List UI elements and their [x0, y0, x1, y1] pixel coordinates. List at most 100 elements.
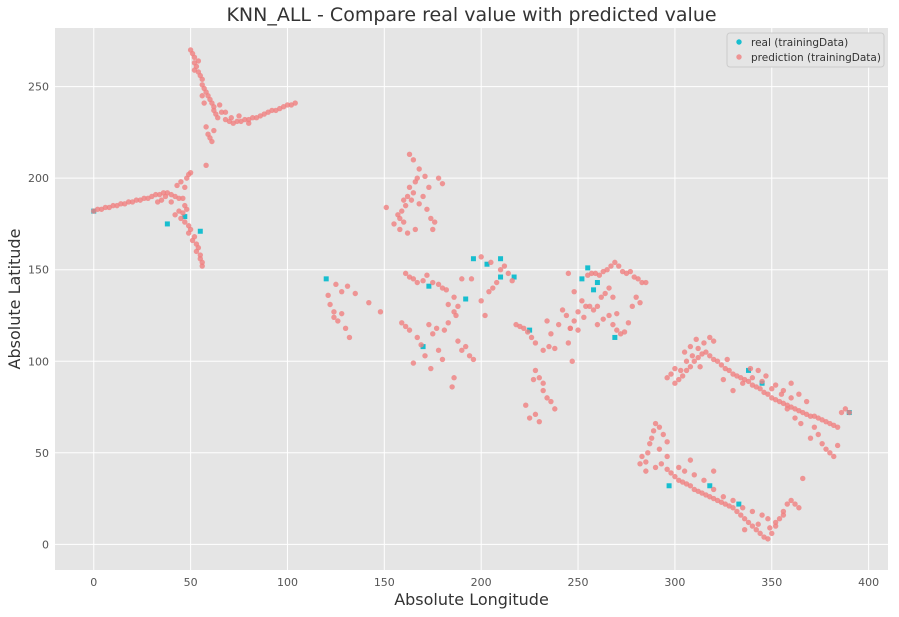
data-point — [679, 373, 686, 379]
data-point — [184, 206, 190, 212]
data-point — [536, 418, 543, 425]
data-point — [730, 387, 736, 394]
data-point — [647, 440, 653, 447]
data-point — [435, 347, 442, 353]
data-point — [697, 364, 703, 370]
data-point — [652, 464, 659, 471]
data-point — [453, 312, 459, 319]
data-point — [815, 431, 821, 438]
data-point — [199, 76, 205, 82]
data-point — [643, 279, 649, 286]
data-point — [497, 267, 504, 273]
data-point — [583, 303, 589, 310]
data-point — [643, 459, 649, 465]
data-point — [559, 307, 566, 313]
data-point — [788, 380, 794, 386]
data-point — [548, 398, 554, 405]
data-point — [199, 263, 205, 269]
data-point — [402, 202, 409, 209]
data-point — [478, 298, 484, 304]
data-point — [218, 109, 225, 115]
series-prediction — [91, 47, 852, 542]
data-point — [331, 309, 337, 315]
x-axis-label: Absolute Longitude — [394, 590, 549, 609]
data-point — [333, 281, 339, 288]
data-point — [683, 358, 690, 364]
data-point — [718, 362, 725, 368]
data-point — [201, 100, 207, 106]
data-point — [691, 472, 697, 478]
data-point — [410, 190, 417, 196]
data-point — [784, 406, 790, 412]
data-point — [668, 470, 674, 476]
data-point — [439, 180, 446, 187]
data-point — [625, 320, 632, 326]
data-point — [575, 327, 581, 333]
data-point — [776, 516, 783, 522]
data-point — [585, 265, 591, 271]
x-tick-label: 350 — [761, 576, 782, 589]
data-point — [819, 440, 825, 447]
data-point — [676, 376, 682, 383]
data-point — [412, 226, 419, 233]
data-point — [185, 223, 192, 229]
data-point — [842, 406, 849, 412]
data-point — [182, 214, 188, 220]
data-point — [400, 219, 407, 225]
legend-box — [726, 32, 885, 68]
data-point — [807, 435, 814, 441]
data-point — [664, 375, 670, 381]
data-point — [414, 334, 420, 341]
x-tick-label: 150 — [374, 576, 395, 589]
data-point — [590, 307, 597, 313]
data-point — [418, 342, 424, 348]
data-point — [133, 197, 140, 203]
data-point — [763, 373, 769, 379]
data-point — [823, 446, 829, 452]
data-point — [720, 376, 727, 383]
data-point — [695, 354, 701, 361]
data-point — [614, 310, 620, 317]
data-point — [193, 248, 200, 255]
data-point — [125, 199, 132, 205]
data-point — [780, 387, 787, 394]
data-point — [757, 386, 763, 392]
data-point — [701, 340, 707, 346]
data-point — [383, 204, 389, 211]
data-point — [726, 367, 732, 374]
data-point — [498, 256, 504, 262]
data-point — [772, 519, 779, 526]
data-point — [720, 494, 727, 500]
data-point — [606, 285, 612, 291]
data-point — [693, 336, 699, 342]
data-point — [532, 367, 539, 374]
data-point — [637, 299, 643, 306]
x-tick-label: 50 — [184, 576, 198, 589]
data-point — [153, 191, 159, 198]
data-point — [468, 276, 475, 282]
data-point — [544, 395, 550, 401]
data-point — [377, 309, 384, 315]
data-point — [168, 199, 174, 205]
data-point — [505, 270, 512, 277]
data-point — [710, 338, 717, 344]
data-point — [612, 259, 618, 266]
plot-area — [55, 28, 888, 570]
data-point — [579, 276, 585, 282]
data-point — [701, 477, 707, 483]
data-point — [672, 380, 678, 386]
data-point — [707, 353, 713, 359]
data-point — [197, 228, 203, 234]
data-point — [703, 349, 709, 355]
data-point — [769, 530, 775, 537]
data-point — [189, 237, 196, 244]
x-tick-label: 400 — [858, 576, 879, 589]
data-point — [621, 329, 628, 335]
data-point — [672, 365, 678, 372]
data-point — [734, 508, 740, 515]
data-point — [639, 279, 645, 286]
data-point — [767, 525, 773, 531]
data-point — [422, 173, 428, 180]
data-point — [203, 162, 209, 169]
chart-title: KNN_ALL - Compare real value with predic… — [226, 4, 716, 26]
